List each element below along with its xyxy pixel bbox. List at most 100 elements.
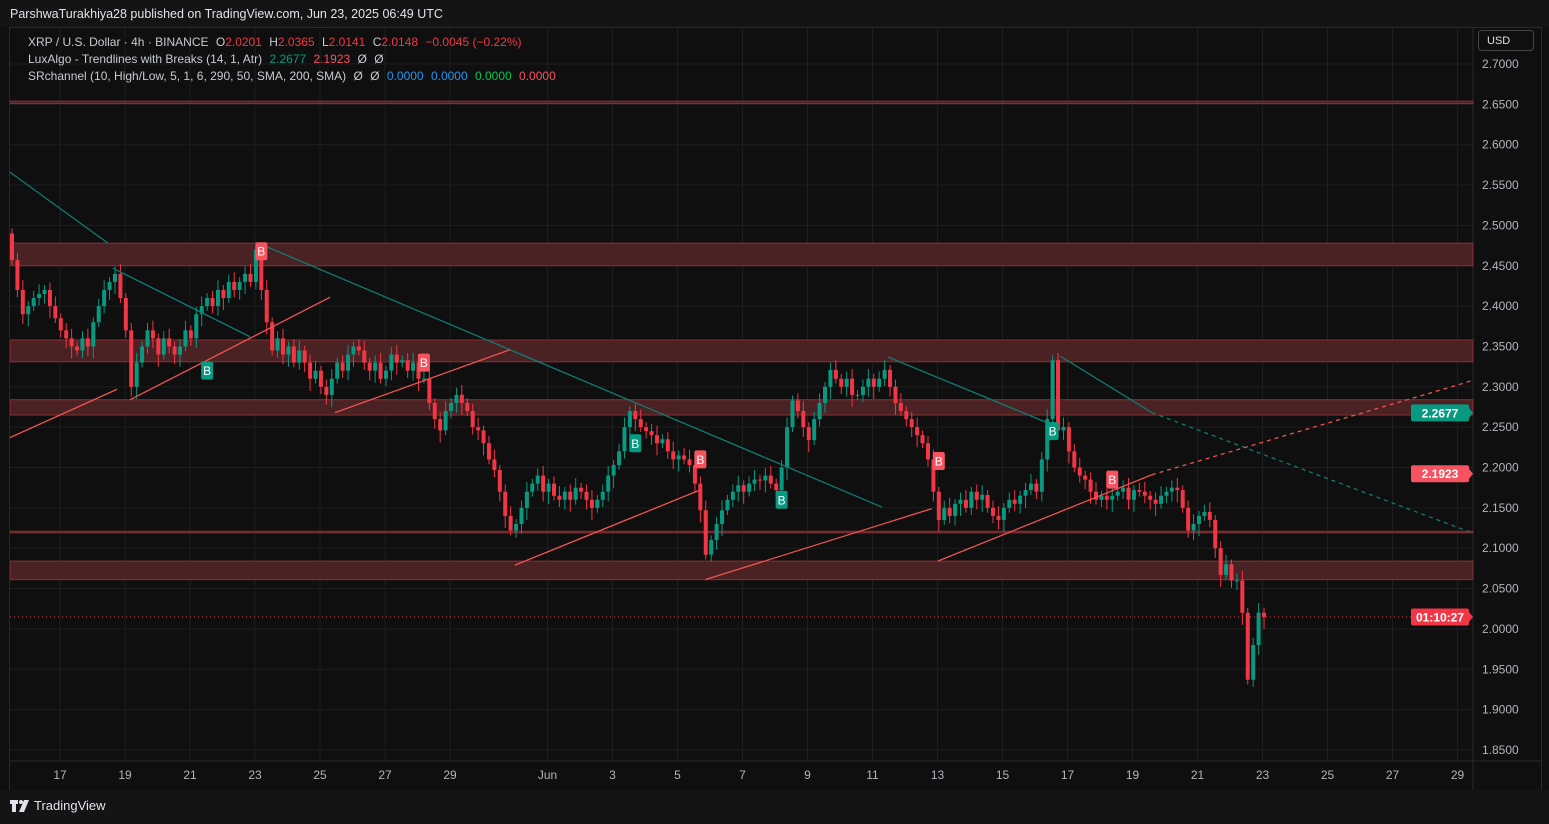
candle: [367, 357, 372, 381]
candle-body: [720, 510, 725, 524]
candle-body: [373, 362, 378, 371]
break-label-text: B: [203, 364, 211, 378]
candle-body: [178, 346, 183, 355]
candle: [1018, 490, 1023, 514]
candle: [720, 500, 725, 537]
candle: [877, 371, 882, 392]
candle-body: [1023, 490, 1028, 496]
break-label-bearish: B: [694, 450, 707, 469]
candle-body: [302, 350, 307, 363]
candle-body: [1050, 360, 1055, 420]
candle-body: [53, 306, 58, 319]
candle: [1153, 492, 1158, 516]
candle: [102, 280, 107, 314]
candle: [1148, 490, 1153, 510]
candle: [178, 339, 183, 367]
candle-body: [286, 346, 291, 355]
candle-body: [10, 233, 14, 261]
candle: [996, 506, 1001, 530]
price-axis-label-bg: [1411, 608, 1469, 626]
candle: [953, 498, 958, 526]
price-axis-label-bg: [1411, 404, 1469, 422]
trendline-up: [334, 349, 511, 414]
candle: [503, 484, 508, 529]
break-label-badge: [629, 434, 642, 453]
candle: [243, 266, 248, 294]
break-label-text: B: [1049, 425, 1057, 439]
break-label-badge: [201, 361, 214, 380]
low-value: 2.0141: [328, 35, 366, 49]
candle-body: [318, 370, 323, 387]
candle-body: [243, 273, 248, 282]
candle-body: [427, 378, 432, 403]
candle: [1050, 355, 1055, 424]
candle-body: [270, 322, 275, 351]
candle-body: [996, 515, 1001, 520]
x-tick-label: 13: [931, 768, 945, 782]
candle-body: [768, 475, 773, 484]
candle-body: [291, 346, 296, 363]
indicator-legend-srchannel[interactable]: SRchannel (10, High/Low, 5, 1, 6, 290, 5…: [28, 69, 560, 83]
candle: [638, 409, 643, 432]
y-tick-label: 2.6500: [1482, 97, 1519, 111]
candle: [915, 417, 920, 448]
candle: [649, 423, 654, 445]
candle: [286, 341, 291, 367]
candle-body: [221, 289, 226, 299]
tradingview-logo[interactable]: TradingView: [10, 798, 106, 813]
high-label: H: [269, 35, 278, 49]
candle: [291, 339, 296, 368]
candle-body: [665, 439, 670, 452]
candle: [432, 398, 437, 429]
x-tick-label: 25: [1321, 768, 1335, 782]
x-tick-label: 17: [53, 768, 67, 782]
candle-body: [985, 494, 990, 508]
candle: [1007, 492, 1012, 513]
indicator-legend-trendlines[interactable]: LuxAlgo - Trendlines with Breaks (14, 1,…: [28, 52, 388, 66]
candle: [1164, 486, 1169, 504]
candle-body: [676, 455, 681, 460]
candle: [785, 417, 790, 480]
candle-body: [519, 507, 524, 524]
candle: [541, 465, 546, 502]
trendline-down: [261, 244, 883, 508]
candle: [1099, 490, 1104, 508]
candle: [1045, 409, 1050, 472]
candle: [107, 277, 112, 300]
candle-body: [785, 427, 790, 468]
candle-body: [367, 362, 372, 371]
symbol-legend[interactable]: XRP / U.S. Dollar · 4h · BINANCE O2.0201…: [28, 35, 525, 49]
candle-body: [378, 362, 383, 379]
candle-body: [1077, 467, 1082, 476]
candle-body: [107, 281, 112, 290]
y-tick-label: 2.3500: [1482, 339, 1519, 353]
y-tick-label: 2.4500: [1482, 259, 1519, 273]
x-tick-label: 21: [1191, 768, 1205, 782]
break-label-badge: [255, 242, 268, 261]
candle-body: [514, 523, 519, 531]
candle: [465, 398, 470, 416]
candle: [270, 317, 275, 356]
candle: [1121, 480, 1126, 499]
candle: [1240, 570, 1245, 625]
candle: [1175, 477, 1180, 503]
candle-body: [682, 455, 687, 460]
candle: [552, 476, 556, 501]
candle-body: [226, 281, 231, 299]
candle-body: [362, 350, 367, 363]
candle: [991, 500, 996, 524]
candlestick-chart[interactable]: 2.7000 2.6500 2.6000 2.5500 2.5000 2.4500 2.40…: [10, 28, 1541, 790]
candle-body: [974, 491, 979, 500]
candle-body: [183, 330, 188, 347]
candle: [909, 411, 914, 437]
candle-body: [1072, 451, 1077, 468]
break-label-badge: [1046, 422, 1059, 441]
currency-button[interactable]: USD: [1478, 30, 1534, 51]
candle: [329, 369, 334, 407]
candle: [725, 494, 730, 516]
candle: [947, 498, 952, 524]
candle-body: [1229, 564, 1234, 581]
break-label-badge: [1106, 470, 1119, 489]
candle-body: [140, 346, 145, 363]
candle-body: [1191, 523, 1196, 531]
